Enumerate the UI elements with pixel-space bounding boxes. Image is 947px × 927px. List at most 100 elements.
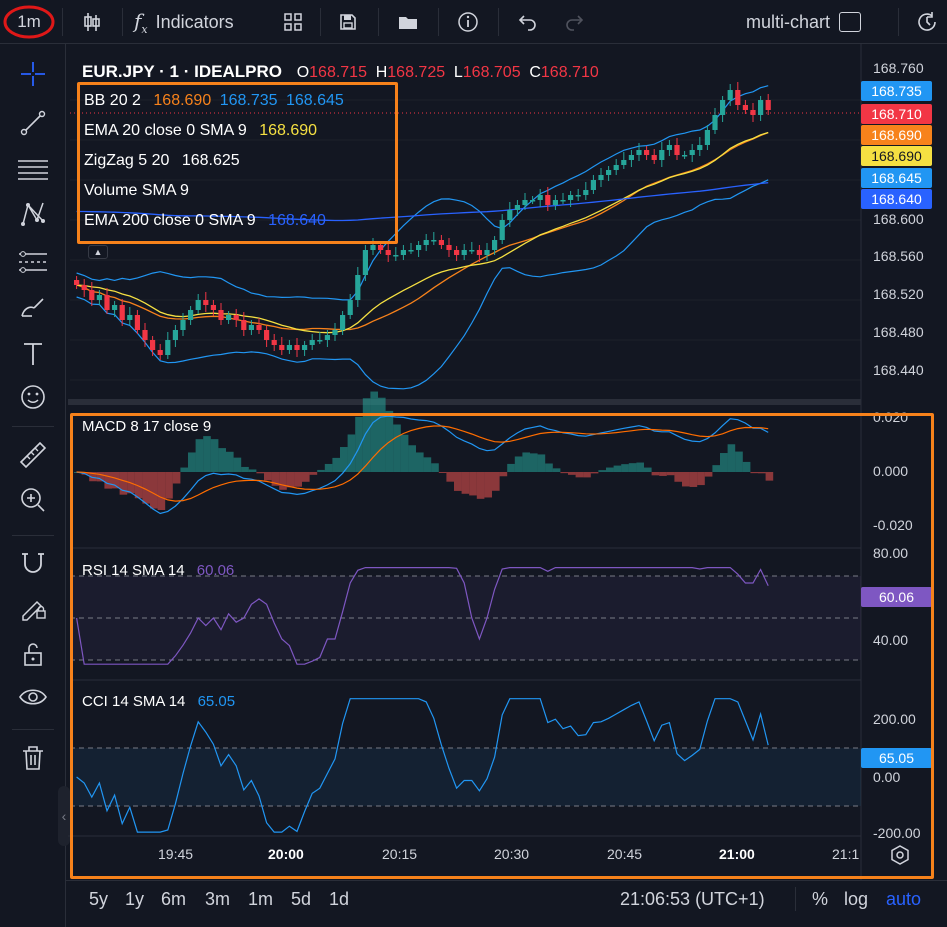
- candle: [210, 305, 216, 310]
- cci-tick: 0.00: [873, 769, 901, 785]
- legend-bb-label: BB 20 2: [84, 92, 141, 109]
- candle: [294, 345, 300, 350]
- brush-icon[interactable]: [13, 288, 53, 328]
- cci-legend[interactable]: CCI 14 SMA 14 65.05: [82, 693, 235, 710]
- chart-settings-gear-icon[interactable]: [889, 844, 911, 866]
- candle: [355, 275, 361, 300]
- range-5d[interactable]: 5d: [291, 889, 312, 909]
- macd-histogram-bar: [279, 472, 287, 490]
- macd-histogram-bar: [89, 472, 97, 482]
- undo-icon[interactable]: [514, 0, 542, 44]
- multichart-button[interactable]: multi-chart: [746, 0, 886, 44]
- rsi-legend[interactable]: RSI 14 SMA 14 60.06: [82, 562, 234, 579]
- redo-icon[interactable]: [560, 0, 588, 44]
- legend-volume[interactable]: Volume SMA 9: [84, 182, 189, 200]
- legend-ema200-label: EMA 200 close 0 SMA 9: [84, 212, 256, 229]
- interval-button[interactable]: 1m: [3, 0, 55, 44]
- price-pill-ema20: 168.690: [861, 146, 932, 166]
- candle: [431, 240, 437, 242]
- macd-histogram-bar: [96, 472, 105, 482]
- range-6m[interactable]: 6m: [161, 889, 187, 909]
- candle: [454, 250, 460, 255]
- folder-icon[interactable]: [394, 0, 422, 44]
- time-tick: 20:15: [382, 846, 418, 862]
- macd-histogram-bar: [704, 472, 713, 477]
- candle: [727, 90, 733, 100]
- crosshair-icon[interactable]: [13, 54, 53, 94]
- macd-histogram-bar: [431, 463, 439, 472]
- toolbar-divider: [12, 426, 54, 427]
- legend-zigzag[interactable]: ZigZag 5 20 168.625: [84, 152, 240, 170]
- macd-histogram-bar: [666, 472, 675, 476]
- macd-legend[interactable]: MACD 8 17 close 9: [82, 418, 212, 435]
- forecast-icon[interactable]: [13, 242, 53, 282]
- macd-histogram-bar: [264, 472, 272, 481]
- toolbar-divider: [122, 8, 123, 36]
- range-1d[interactable]: 1d: [329, 889, 350, 909]
- layouts-icon[interactable]: [279, 0, 307, 44]
- macd-histogram-bar: [598, 470, 606, 472]
- range-3m[interactable]: 3m: [205, 889, 231, 909]
- candle: [765, 100, 771, 110]
- pattern-icon[interactable]: [13, 194, 53, 234]
- text-tool-icon[interactable]: [13, 334, 53, 374]
- high-value: 168.725: [387, 64, 446, 81]
- macd-histogram-bar: [514, 456, 523, 472]
- info-icon[interactable]: [454, 0, 482, 44]
- magnet-icon[interactable]: [13, 543, 53, 583]
- macd-histogram-bar: [218, 448, 226, 472]
- trash-icon[interactable]: [13, 738, 53, 778]
- log-toggle[interactable]: log: [844, 889, 869, 909]
- toolbar-divider: [320, 8, 321, 36]
- lock-drawing-icon[interactable]: [13, 588, 53, 628]
- emoji-icon[interactable]: [13, 377, 53, 417]
- trendline-icon[interactable]: [13, 103, 53, 143]
- price-tick: 168.520: [873, 286, 924, 302]
- macd-histogram-bar: [309, 472, 318, 475]
- clock-timezone[interactable]: 21:06:53 (UTC+1): [620, 889, 765, 909]
- macd-histogram-bar: [104, 472, 112, 489]
- range-5y[interactable]: 5y: [89, 889, 109, 909]
- legend-bb[interactable]: BB 20 2 168.690 168.735 168.645: [84, 92, 344, 110]
- zoom-in-icon[interactable]: [13, 480, 53, 520]
- candle: [575, 195, 581, 197]
- replay-clock-icon[interactable]: [912, 0, 942, 44]
- macd-histogram-bar: [370, 391, 378, 472]
- candle: [370, 245, 376, 250]
- price-tick: 168.480: [873, 324, 924, 340]
- collapse-handle[interactable]: ‹: [58, 786, 70, 846]
- rsi-pane-plot: [70, 567, 861, 665]
- candle: [416, 245, 422, 250]
- visibility-eye-icon[interactable]: [13, 678, 53, 718]
- price-pill-bb-upper: 168.735: [861, 81, 932, 101]
- save-icon[interactable]: [334, 0, 362, 44]
- chart-type-icon[interactable]: [76, 0, 108, 44]
- candle: [674, 145, 680, 155]
- collapse-legend-button[interactable]: ▲: [88, 245, 108, 259]
- indicators-label: Indicators: [155, 11, 234, 32]
- legend-ema200[interactable]: EMA 200 close 0 SMA 9 168.640: [84, 212, 326, 230]
- legend-bb-upper: 168.735: [219, 92, 278, 109]
- range-1m[interactable]: 1m: [248, 889, 274, 909]
- close-label: C: [529, 64, 541, 81]
- auto-toggle[interactable]: auto: [886, 889, 922, 909]
- fib-retracement-icon[interactable]: [13, 150, 53, 190]
- toolbar-divider: [62, 8, 63, 36]
- percent-toggle[interactable]: %: [812, 889, 829, 909]
- legend-ema20[interactable]: EMA 20 close 0 SMA 9 168.690: [84, 122, 317, 140]
- unlock-icon[interactable]: [13, 634, 53, 674]
- ruler-icon[interactable]: [13, 435, 53, 475]
- indicators-button[interactable]: fx Indicators: [134, 0, 262, 44]
- range-1y[interactable]: 1y: [125, 889, 145, 909]
- candle: [469, 250, 475, 252]
- rsi-value: 60.06: [196, 562, 235, 579]
- macd-histogram-bar: [203, 436, 211, 472]
- macd-histogram-bar: [150, 472, 158, 509]
- candle: [651, 155, 657, 160]
- candle: [476, 250, 482, 255]
- candle: [241, 320, 247, 330]
- candle: [446, 245, 452, 250]
- macd-histogram-bar: [689, 472, 698, 487]
- candle: [226, 315, 232, 320]
